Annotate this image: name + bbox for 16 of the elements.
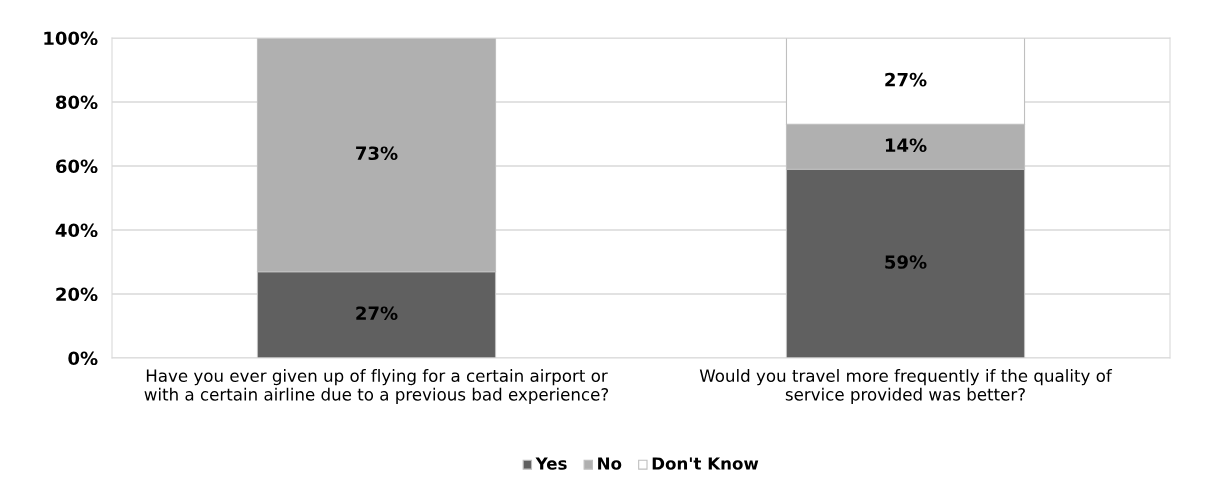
data-label: 73% bbox=[356, 146, 398, 161]
data-label: 27% bbox=[885, 72, 927, 87]
data-label: 59% bbox=[885, 255, 927, 269]
data-label: 14% bbox=[885, 138, 927, 153]
legend-label: Yes bbox=[535, 457, 567, 470]
y-tick-label: 60% bbox=[56, 159, 98, 174]
legend-label: Don't Know bbox=[652, 457, 759, 470]
legend-label: No bbox=[598, 457, 622, 470]
y-tick-label: 40% bbox=[55, 223, 98, 238]
y-tick-label: 20% bbox=[56, 287, 98, 302]
x-tick-label: Would you travel more frequently if the quality of service provided was better? bbox=[699, 369, 1113, 404]
y-tick-label: 100% bbox=[44, 31, 98, 46]
y-tick-label: 0% bbox=[68, 351, 98, 366]
y-tick-label: 80% bbox=[56, 95, 98, 110]
data-label: 27% bbox=[356, 306, 398, 321]
x-tick-label: Have you ever given up of flying for a certain airport or with a certain airline due to a previous bad experience? bbox=[144, 369, 609, 404]
